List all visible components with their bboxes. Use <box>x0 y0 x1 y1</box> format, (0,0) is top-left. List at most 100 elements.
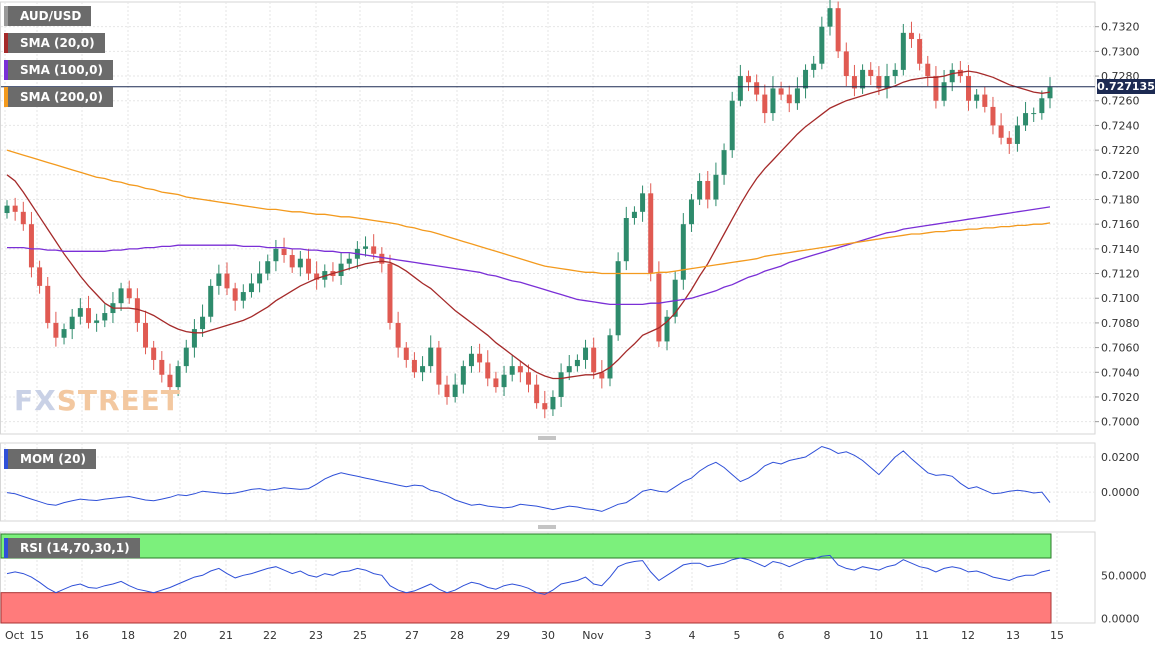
y-tick-label: 0.7100 <box>1101 292 1140 305</box>
candle-body <box>892 69 898 77</box>
sma200-line <box>6 149 1051 275</box>
candle-body <box>876 76 882 89</box>
candle-body <box>248 283 254 293</box>
x-tick-label: 29 <box>496 629 510 642</box>
y-tick-label: 0.7260 <box>1101 95 1140 108</box>
candle-body <box>371 246 377 254</box>
x-tick-label: 13 <box>1006 629 1020 642</box>
x-tick-label: 21 <box>219 629 233 642</box>
candle-body <box>159 359 165 375</box>
candle-body <box>477 353 483 363</box>
candle-body <box>591 347 597 373</box>
candle-body <box>884 76 890 89</box>
y-tick-label: 0.7020 <box>1101 391 1140 404</box>
candle-body <box>460 366 466 385</box>
x-tick-label: 16 <box>75 629 89 642</box>
candle-body <box>860 69 866 89</box>
candle-body <box>729 100 735 151</box>
y-tick-label: 0.7080 <box>1101 317 1140 330</box>
sma200-tag[interactable]: SMA (200,0) <box>4 87 113 107</box>
candle-body <box>542 403 548 410</box>
y-tick-label: 0.7120 <box>1101 268 1140 281</box>
candle-body <box>583 347 589 360</box>
x-tick-label: 8 <box>824 629 831 642</box>
x-tick-label: 11 <box>915 629 929 642</box>
candle-body <box>509 366 515 375</box>
candle-body <box>672 279 678 317</box>
y-tick-label: 0.7320 <box>1101 21 1140 34</box>
candle-body <box>949 69 955 83</box>
sma100-tag[interactable]: SMA (100,0) <box>4 60 113 80</box>
candle-body <box>501 374 507 388</box>
candle-body <box>183 347 189 367</box>
y-tick-label: 0.7060 <box>1101 342 1140 355</box>
candle-body <box>868 69 874 77</box>
x-tick-label: 20 <box>173 629 187 642</box>
candle-body <box>45 285 51 323</box>
candle-body <box>20 211 26 225</box>
candle-body <box>648 193 654 274</box>
candle-body <box>395 322 401 348</box>
mom-panel-frame <box>0 442 1096 522</box>
candle-body <box>297 258 303 268</box>
candle-body <box>1023 113 1029 126</box>
y-tick-label: 0.7040 <box>1101 366 1140 379</box>
candle-body <box>599 372 605 379</box>
sma20-line <box>6 70 1051 380</box>
candle-body <box>305 258 311 274</box>
x-tick-label: 25 <box>353 629 367 642</box>
sma100-line <box>7 206 1051 306</box>
candle-body <box>363 246 369 249</box>
candle-body <box>827 8 833 27</box>
candle-body <box>216 273 222 286</box>
candle-body <box>607 335 613 379</box>
rsi-tick-label: 0.0000 <box>1101 613 1140 626</box>
x-tick-label: Oct <box>5 629 25 642</box>
candle-body <box>697 180 703 200</box>
x-tick-label: 5 <box>734 629 741 642</box>
x-tick-label: 30 <box>541 629 555 642</box>
candle-body <box>688 199 694 225</box>
candle-body <box>1014 125 1020 144</box>
candle-body <box>917 39 923 64</box>
candle-body <box>102 313 108 321</box>
candle-body <box>232 288 238 301</box>
fxstreet-logo: FXSTREET <box>14 384 181 417</box>
x-tick-label: 27 <box>405 629 419 642</box>
candle-body <box>94 320 100 323</box>
x-tick-label: 4 <box>689 629 696 642</box>
x-tick-label: 18 <box>121 629 135 642</box>
y-tick-label: 0.7300 <box>1101 45 1140 58</box>
x-tick-label: 23 <box>309 629 323 642</box>
symbol-tag[interactable]: AUD/USD <box>4 6 92 26</box>
mom-line <box>6 445 1051 512</box>
candle-body <box>640 193 646 212</box>
candle-body <box>436 347 442 385</box>
candle-body <box>680 224 686 280</box>
candle-body <box>273 248 279 262</box>
candle-body <box>517 366 523 373</box>
candle-body <box>4 205 10 214</box>
rsi-tag[interactable]: RSI (14,70,30,1) <box>4 538 140 558</box>
candle-body <box>281 248 287 256</box>
y-tick-label: 0.7000 <box>1101 416 1140 429</box>
candle-body <box>265 261 271 274</box>
sma20-tag[interactable]: SMA (20,0) <box>4 33 105 53</box>
rsi-oversold-zone <box>0 592 1052 624</box>
candle-body <box>998 125 1004 138</box>
candle-body <box>1031 113 1037 115</box>
candle-body <box>746 76 752 83</box>
rsi-line <box>6 554 1051 595</box>
mom-tag[interactable]: MOM (20) <box>4 449 96 469</box>
candle-body <box>468 353 474 367</box>
candle-body <box>452 384 458 397</box>
candle-body <box>69 316 75 330</box>
candle-body <box>737 76 743 101</box>
candle-body <box>338 263 344 277</box>
candle-body <box>37 267 43 286</box>
candle-body <box>379 253 385 264</box>
candle-body <box>526 372 531 385</box>
candle-body <box>770 88 776 114</box>
candle-body <box>240 292 246 301</box>
